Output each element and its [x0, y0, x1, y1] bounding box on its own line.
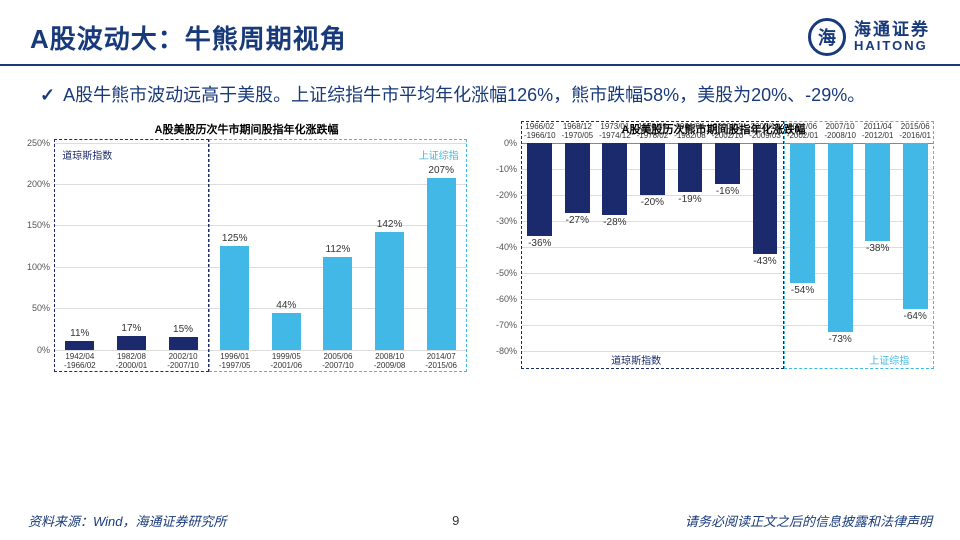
bar-value-label: -16%	[708, 186, 748, 197]
x-axis-label: 1999/05-2001/06	[261, 352, 313, 370]
x-axis-label: 2002/10-2007/10	[157, 352, 209, 370]
x-axis-label: 2007/10-2009/03	[746, 122, 784, 140]
bar	[903, 143, 928, 309]
x-axis-label: 1966/02-1966/10	[521, 122, 559, 140]
group-label-dow: 道琼斯指数	[62, 147, 112, 162]
x-axis-label: 2007/10-2008/10	[821, 122, 859, 140]
x-axis-label: 2015/06-2016/01	[896, 122, 934, 140]
bar	[790, 143, 815, 283]
chart-bull: A股美股历次牛市期间股指年化涨跌幅 0%50%100%150%200%250%1…	[22, 121, 471, 373]
bar-value-label: 15%	[163, 324, 203, 335]
x-axis-label: 1996/01-1997/05	[209, 352, 261, 370]
bar	[678, 143, 703, 192]
x-axis-label: 2005/06-2007/10	[312, 352, 364, 370]
bar-value-label: -36%	[520, 238, 560, 249]
x-axis-label: 1981/04-1982/08	[671, 122, 709, 140]
x-axis-label: 1942/04-1966/02	[54, 352, 106, 370]
haitong-logo-icon: 海	[808, 18, 846, 56]
bar-value-label: 11%	[60, 328, 100, 339]
bar	[220, 246, 249, 350]
bar-value-label: -38%	[858, 243, 898, 254]
chart-bear-plot: 0%-10%-20%-30%-40%-50%-60%-70%-80%-36%19…	[521, 143, 934, 351]
bar	[272, 313, 301, 349]
x-axis-label: 1973/01-1974/12	[596, 122, 634, 140]
footer-disclaimer: 请务必阅读正文之后的信息披露和法律声明	[685, 511, 932, 530]
bar	[65, 341, 94, 350]
logo-text-cn: 海通证券	[854, 21, 930, 40]
bar	[828, 143, 853, 333]
x-axis-label: 2011/04-2012/01	[859, 122, 897, 140]
x-axis-label: 1976/09-1978/02	[634, 122, 672, 140]
bar-value-label: -28%	[595, 217, 635, 228]
bar-value-label: 44%	[266, 300, 306, 311]
main-bullet: A股牛熊市波动远高于美股。上证综指牛市平均年化涨幅126%，熊市跌幅58%，美股…	[0, 66, 960, 121]
x-axis-label: 1968/12-1970/05	[559, 122, 597, 140]
bar-value-label: 125%	[215, 233, 255, 244]
bar-value-label: 112%	[318, 244, 358, 255]
footer: 资料来源：Wind，海通证券研究所 9 请务必阅读正文之后的信息披露和法律声明	[0, 511, 960, 530]
bar-value-label: -73%	[820, 334, 860, 345]
bar	[375, 232, 404, 350]
page-number: 9	[452, 513, 459, 528]
bar-value-label: -19%	[670, 194, 710, 205]
x-axis-label: 2014/07-2015/06	[415, 352, 467, 370]
bar	[427, 178, 456, 349]
bar-value-label: -54%	[783, 285, 823, 296]
bar	[169, 337, 198, 349]
charts-row: A股美股历次牛市期间股指年化涨跌幅 0%50%100%150%200%250%1…	[0, 121, 960, 373]
bar	[117, 336, 146, 350]
logo-text-en: HAITONG	[854, 39, 930, 53]
bar	[565, 143, 590, 213]
header: A股波动大：牛熊周期视角 海 海通证券 HAITONG	[0, 0, 960, 66]
bar	[527, 143, 552, 237]
bar-value-label: 142%	[370, 219, 410, 230]
x-axis-label: 2008/10-2009/08	[364, 352, 416, 370]
bar-value-label: -43%	[745, 256, 785, 267]
chart-bear: A股美股历次熊市期间股指年化涨跌幅 0%-10%-20%-30%-40%-50%…	[489, 121, 938, 373]
bar	[323, 257, 352, 350]
bar-value-label: -64%	[895, 311, 935, 322]
bar	[753, 143, 778, 255]
group-label-dow: 道琼斯指数	[611, 352, 661, 367]
bar	[715, 143, 740, 185]
group-label-sse: 上证综指	[419, 147, 459, 162]
footer-source: 资料来源：Wind，海通证券研究所	[28, 511, 227, 530]
bar-value-label: 17%	[111, 323, 151, 334]
page-title: A股波动大：牛熊周期视角	[30, 19, 347, 56]
logo: 海 海通证券 HAITONG	[808, 18, 930, 56]
group-label-sse: 上证综指	[869, 352, 909, 367]
bar	[640, 143, 665, 195]
chart-bull-plot: 0%50%100%150%200%250%11%1942/04-1966/021…	[54, 143, 467, 351]
x-axis-label: 2001/06-2002/01	[784, 122, 822, 140]
bar-value-label: -27%	[557, 215, 597, 226]
x-axis-label: 2000/01-2002/10	[709, 122, 747, 140]
chart-bull-title: A股美股历次牛市期间股指年化涨跌幅	[22, 121, 471, 137]
bar-value-label: 207%	[421, 165, 461, 176]
bar	[865, 143, 890, 242]
x-axis-label: 1982/08-2000/01	[106, 352, 158, 370]
bar-value-label: -20%	[632, 197, 672, 208]
bar	[602, 143, 627, 216]
